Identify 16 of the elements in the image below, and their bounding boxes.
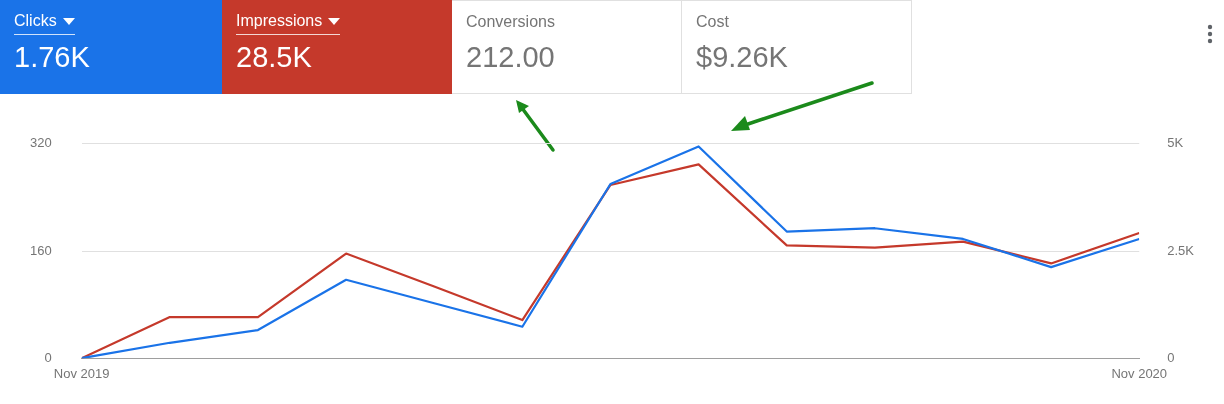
text: Impressions xyxy=(236,12,323,30)
x-tick-label: Nov 2019 xyxy=(53,365,110,381)
y2-tick-label: 5K xyxy=(1167,135,1184,151)
text: 1.76K xyxy=(14,41,91,74)
y2-tick-label: 0 xyxy=(1167,349,1175,365)
x-tick-label: Nov 2020 xyxy=(1111,365,1168,381)
y-tick-label: 0 xyxy=(44,349,52,365)
text: 28.5K xyxy=(236,41,313,74)
text: Conversions xyxy=(466,13,555,31)
text: Cost xyxy=(696,13,729,31)
y2-tick-label: 2.5K xyxy=(1167,242,1195,258)
text: 212.00 xyxy=(466,41,556,74)
text: Clicks xyxy=(14,12,57,30)
text: $9.26K xyxy=(696,41,789,74)
y-tick-label: 320 xyxy=(29,135,52,151)
y-tick-label: 160 xyxy=(29,242,52,258)
